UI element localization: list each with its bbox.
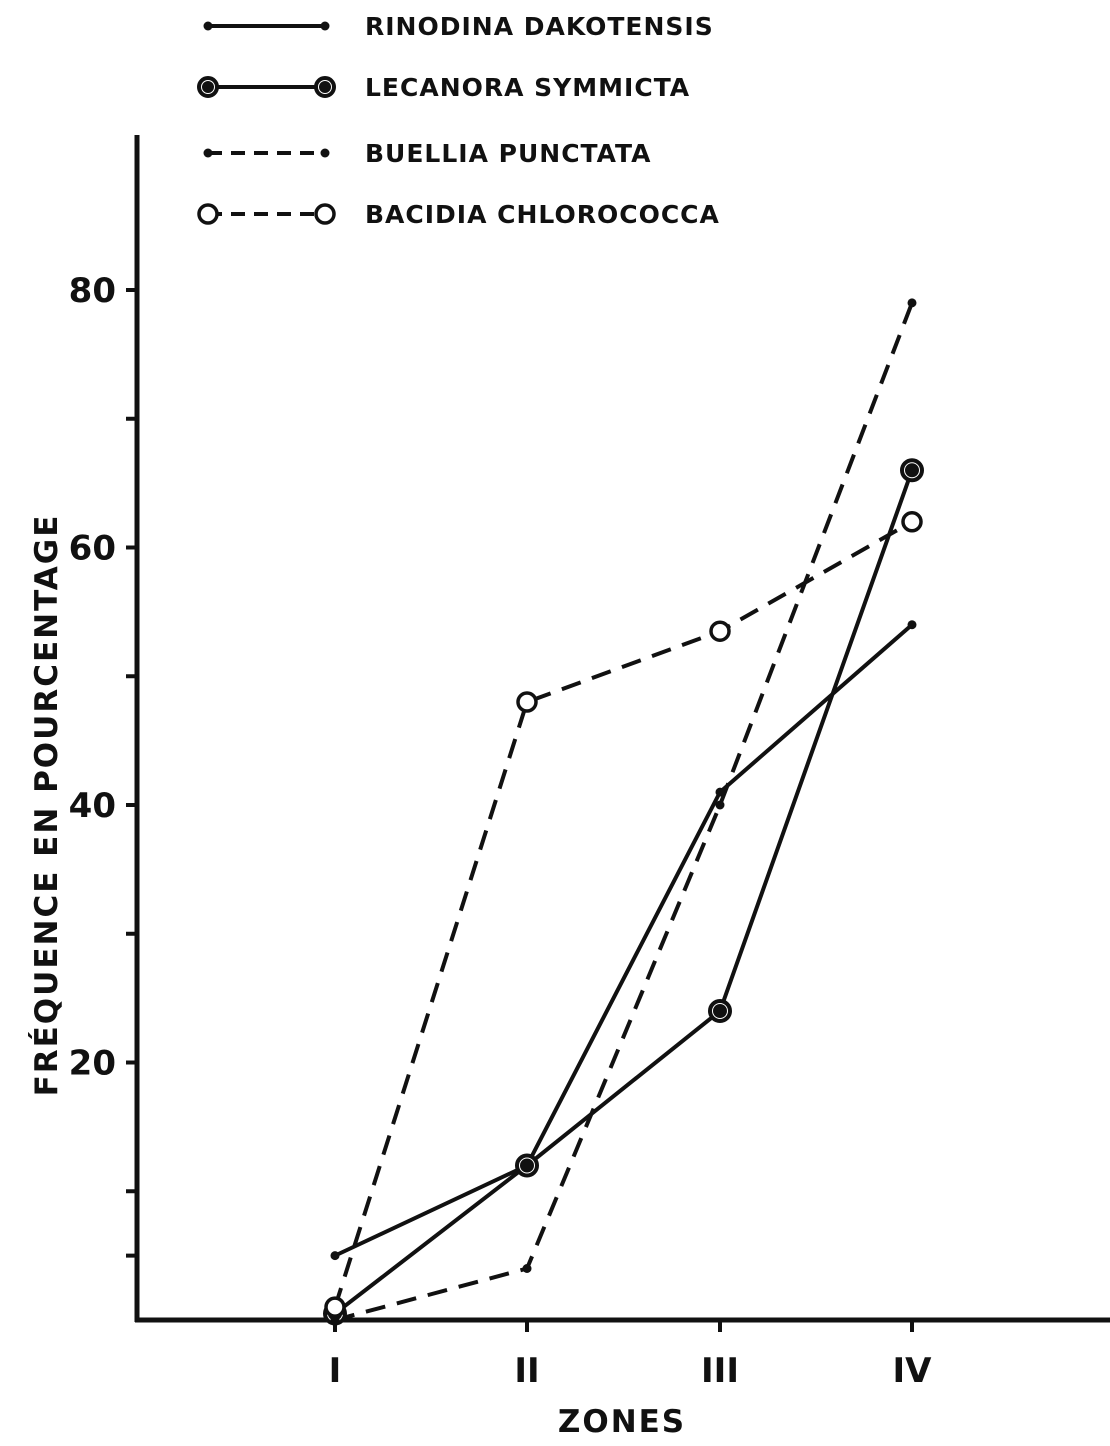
y-tick-label-40: 40 (69, 786, 116, 826)
series-markers (325, 298, 922, 1324)
x-tick-label-IV: IV (893, 1351, 933, 1391)
x-tick-label-II: II (514, 1351, 539, 1391)
y-tick-label-80: 80 (69, 271, 116, 311)
point-lecanora-symmicta-ii-fill (520, 1159, 534, 1173)
legend-marker-end-buellia-punctata (321, 149, 330, 158)
legend-label-rinodina-dakotensis: RINODINA DAKOTENSIS (365, 12, 714, 41)
series-lines (335, 303, 912, 1320)
point-bacidia-chlorococca-ii (518, 693, 536, 711)
point-buellia-punctata-ii (523, 1264, 532, 1273)
legend-marker-start-rinodina-dakotensis (204, 22, 213, 31)
legend-marker-start-buellia-punctata (204, 149, 213, 158)
legend-label-bacidia-chlorococca: BACIDIA CHLOROCOCCA (365, 200, 720, 229)
x-tick-label-III: III (701, 1351, 739, 1391)
series-line-bacidia-chlorococca (335, 522, 912, 1307)
point-buellia-punctata-iii (716, 801, 725, 810)
legend-label-lecanora-symmicta: LECANORA SYMMICTA (365, 73, 690, 102)
point-rinodina-dakotensis-i (331, 1251, 340, 1260)
legend-marker-start-lecanora-symmicta-fill (202, 81, 214, 93)
point-rinodina-dakotensis-iii (716, 788, 725, 797)
legend-marker-end-rinodina-dakotensis (321, 22, 330, 31)
point-buellia-punctata-iv (908, 298, 917, 307)
chart-axes (135, 135, 1110, 1322)
point-lecanora-symmicta-iv-fill (905, 463, 919, 477)
legend-marker-end-bacidia-chlorococca (316, 205, 334, 223)
x-tick-label-I: I (329, 1351, 342, 1391)
point-bacidia-chlorococca-iv (903, 513, 921, 531)
y-tick-label-60: 60 (69, 529, 116, 569)
point-bacidia-chlorococca-iii (711, 622, 729, 640)
legend: RINODINA DAKOTENSIS LECANORA SYMMICTA BUEL… (199, 12, 720, 229)
legend-label-buellia-punctata: BUELLIA PUNCTATA (365, 139, 652, 168)
point-lecanora-symmicta-iii-fill (713, 1004, 727, 1018)
y-tick-label-20: 20 (69, 1044, 116, 1084)
y-axis-title: FRÉQUENCE EN POURCENTAGE (29, 514, 65, 1097)
y-ticks: 20 40 60 80 (69, 271, 139, 1256)
point-rinodina-dakotensis-iv (908, 620, 917, 629)
series-line-lecanora-symmicta (335, 470, 912, 1313)
x-axis-title: ZONES (558, 1404, 686, 1440)
legend-marker-start-bacidia-chlorococca (199, 205, 217, 223)
legend-marker-end-lecanora-symmicta-fill (319, 81, 331, 93)
series-line-buellia-punctata (335, 303, 912, 1320)
x-ticks: I II III IV (329, 1318, 932, 1391)
point-bacidia-chlorococca-i (326, 1298, 344, 1316)
